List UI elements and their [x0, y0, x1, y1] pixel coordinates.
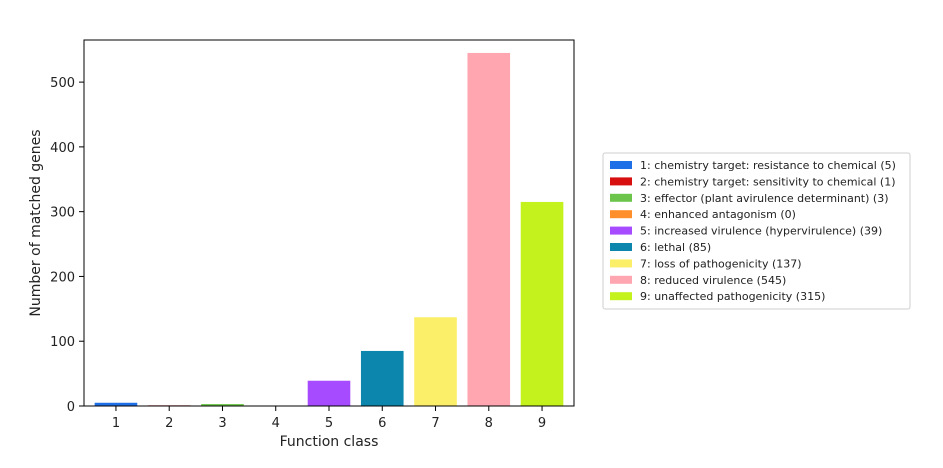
y-tick-label: 100: [50, 335, 75, 350]
x-axis-label: Function class: [280, 434, 379, 450]
bar-3: [201, 404, 244, 406]
x-tick-label: 2: [165, 416, 173, 431]
legend-swatch-5: [610, 226, 632, 235]
x-tick-label: 9: [538, 416, 546, 431]
legend-swatch-6: [610, 243, 632, 251]
bar-6: [360, 350, 404, 406]
legend-frame: [602, 152, 911, 310]
legend-label-2: 2: chemistry target: sensitivity to chem…: [640, 175, 896, 188]
x-tick-label: 3: [218, 416, 226, 431]
legend-label-6: 6: lethal (85): [640, 241, 711, 254]
bar-8: [467, 52, 511, 407]
legend-label-9: 9: unaffected pathogenicity (315): [640, 290, 825, 303]
x-tick-label: 4: [272, 416, 280, 431]
legend: 1: chemistry target: resistance to chemi…: [602, 152, 911, 310]
bar-5: [307, 380, 351, 406]
bar-9: [520, 201, 564, 406]
x-tick-label: 5: [325, 416, 333, 431]
legend-swatch-3: [610, 193, 632, 202]
legend-items: 1: chemistry target: resistance to chemi…: [610, 159, 896, 303]
legend-swatch-8: [610, 275, 632, 284]
y-axis-label: Number of matched genes: [28, 129, 44, 316]
legend-label-1: 1: chemistry target: resistance to chemi…: [640, 159, 896, 172]
legend-swatch-7: [610, 259, 632, 268]
y-tick-label: 500: [50, 76, 75, 91]
legend-label-8: 8: reduced virulence (545): [640, 274, 786, 287]
legend-label-4: 4: enhanced antagonism (0): [640, 208, 796, 221]
y-tick-label: 200: [50, 270, 75, 285]
legend-swatch-9: [610, 292, 632, 301]
x-axis-ticks: 1 2 3 4 5 6 7 8 9: [112, 406, 546, 431]
bars-group: [94, 52, 564, 407]
legend-swatch-2: [610, 177, 632, 186]
x-tick-label: 7: [431, 416, 439, 431]
y-tick-label: 300: [50, 206, 75, 221]
x-tick-label: 1: [112, 416, 120, 431]
legend-label-7: 7: loss of pathogenicity (137): [640, 257, 802, 270]
x-tick-label: 6: [378, 416, 386, 431]
bar-1: [94, 402, 138, 406]
y-axis-ticks: 0 100 200 300 400 500: [50, 76, 84, 415]
bar-7: [414, 317, 457, 406]
y-tick-label: 400: [50, 141, 75, 156]
y-tick-label: 0: [67, 400, 75, 415]
x-tick-label: 8: [485, 416, 493, 431]
legend-label-3: 3: effector (plant avirulence determinan…: [640, 192, 888, 205]
legend-swatch-1: [610, 161, 632, 169]
legend-swatch-4: [610, 210, 632, 219]
legend-label-5: 5: increased virulence (hypervirulence) …: [640, 225, 882, 238]
